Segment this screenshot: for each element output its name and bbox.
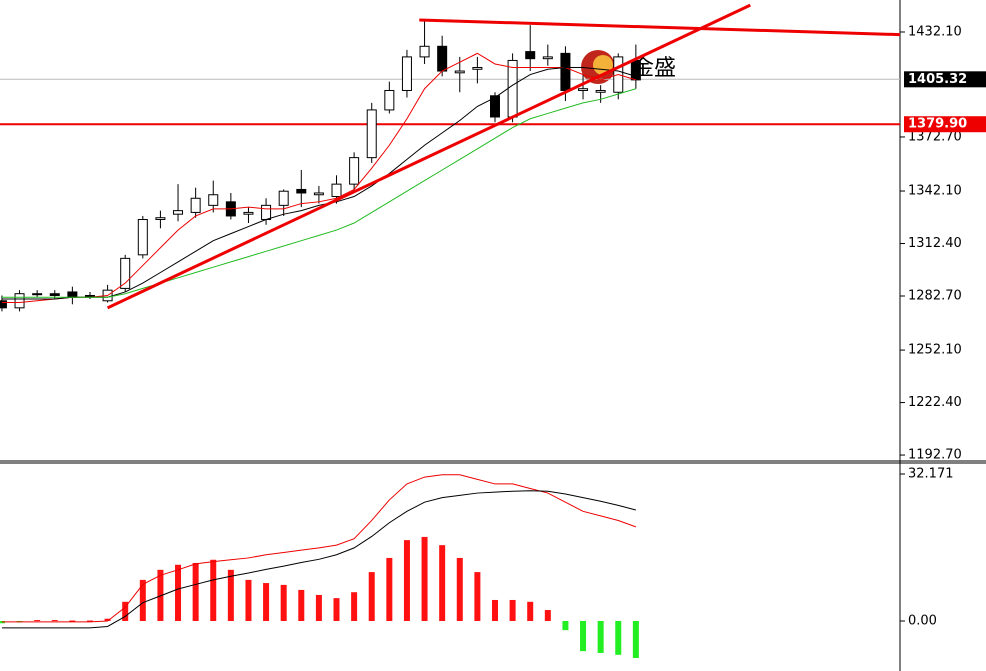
ma-line xyxy=(1,474,637,623)
histogram-bar xyxy=(280,584,287,621)
histogram-bar xyxy=(421,536,428,621)
histogram-bar xyxy=(544,610,551,621)
price-panel xyxy=(0,3,900,312)
price-label-box xyxy=(904,71,986,88)
price-label: 1405.32 xyxy=(908,72,967,87)
candle-body xyxy=(489,95,500,118)
candle-body xyxy=(454,70,465,74)
trend-line xyxy=(419,18,900,37)
histogram-bar xyxy=(192,562,199,621)
candle-body xyxy=(49,293,60,296)
y-tick-label: 1282.70 xyxy=(908,289,962,304)
ma-line xyxy=(1,88,637,298)
histogram-bar xyxy=(315,594,322,621)
histogram-bar xyxy=(227,569,234,621)
y-tick-label: 1342.10 xyxy=(908,184,962,199)
candle-body xyxy=(419,45,430,58)
y-tick-label: 0.00 xyxy=(908,613,937,628)
candle-body xyxy=(507,59,518,118)
candle-body xyxy=(472,67,483,70)
histogram-bar xyxy=(175,564,182,621)
histogram-bar xyxy=(333,598,340,621)
histogram-bar xyxy=(351,592,358,621)
candle-body xyxy=(84,294,95,297)
candle-body xyxy=(14,293,25,309)
histogram-bar xyxy=(34,620,41,622)
y-tick-label: 1222.40 xyxy=(908,395,962,410)
candle-body xyxy=(542,56,553,60)
histogram-bar xyxy=(386,557,393,621)
histogram-bar xyxy=(69,620,76,622)
price-label-box xyxy=(904,116,986,133)
candle-body xyxy=(155,217,166,220)
ma-line xyxy=(1,490,636,629)
candle-body xyxy=(32,293,43,296)
histogram-bar xyxy=(597,620,604,653)
histogram-bar xyxy=(368,572,375,621)
candle-body xyxy=(401,56,412,91)
histogram-bar xyxy=(263,583,270,621)
histogram-bar xyxy=(139,579,146,621)
price-label: 1379.90 xyxy=(908,117,967,132)
candle-body xyxy=(595,89,606,93)
candle-body xyxy=(261,204,272,220)
y-tick-label: 1192.70 xyxy=(908,448,962,463)
candle-body xyxy=(384,89,395,111)
ma-line xyxy=(1,52,637,304)
candle-body xyxy=(349,157,360,185)
histogram-bar xyxy=(491,599,498,621)
candle-body xyxy=(578,88,589,91)
candle-body xyxy=(173,210,184,215)
histogram-bar xyxy=(86,620,93,622)
candle-body xyxy=(67,291,78,298)
y-tick-label: 32.171 xyxy=(908,467,954,482)
candle-body xyxy=(137,218,148,256)
histogram-bar xyxy=(456,557,463,621)
candle-body xyxy=(560,52,571,91)
candle-body xyxy=(243,211,254,215)
histogram-bar xyxy=(509,599,516,621)
histogram-bar xyxy=(562,620,569,631)
y-tick-label: 1312.40 xyxy=(908,236,962,251)
histogram-bar xyxy=(439,545,446,621)
candle-body xyxy=(296,188,307,194)
candle-body xyxy=(0,300,7,309)
candle-body xyxy=(120,257,131,289)
histogram-bar xyxy=(210,559,217,621)
candle-body xyxy=(525,51,536,60)
candle-body xyxy=(278,190,289,206)
candle-body xyxy=(208,194,219,206)
macd-panel xyxy=(0,474,639,658)
y-tick-label: 1252.10 xyxy=(908,343,962,358)
histogram-bar xyxy=(403,540,410,621)
candle-body xyxy=(190,197,201,213)
candle-body xyxy=(331,183,342,198)
histogram-bar xyxy=(580,620,587,652)
candle-body xyxy=(313,192,324,196)
histogram-bar xyxy=(298,589,305,621)
candle-body xyxy=(630,59,641,81)
candle-body xyxy=(437,45,448,72)
y-tick-label: 1432.10 xyxy=(908,24,962,39)
histogram-bar xyxy=(474,572,481,621)
histogram-bar xyxy=(122,601,129,621)
histogram-bar xyxy=(51,620,58,622)
histogram-bar xyxy=(527,601,534,621)
histogram-bar xyxy=(245,579,252,621)
y-tick-label: 1372.70 xyxy=(908,129,962,144)
axis: 1432.10 1372.70 1342.10 1312.40 1282.70 1252.… xyxy=(900,24,986,628)
histogram-bar xyxy=(615,620,622,655)
histogram-bar xyxy=(104,618,111,621)
trend-line xyxy=(106,3,751,310)
candle-body xyxy=(366,109,377,159)
histogram-bar xyxy=(632,620,639,658)
